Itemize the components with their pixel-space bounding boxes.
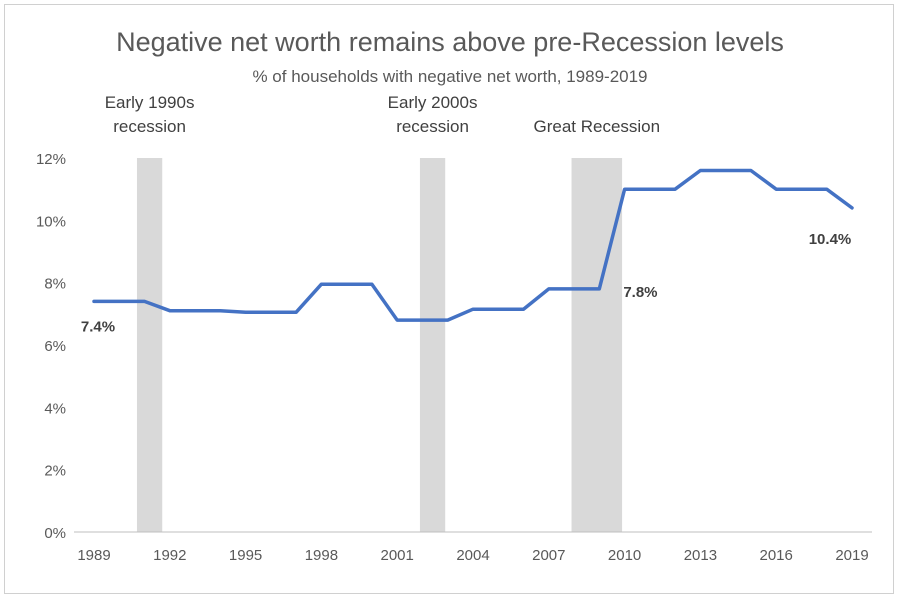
recession-band — [571, 158, 623, 532]
x-tick-label: 2016 — [760, 547, 793, 564]
y-tick-label: 6% — [44, 338, 66, 355]
series-line — [92, 168, 854, 322]
series-group — [92, 168, 854, 322]
y-tick-label: 12% — [36, 151, 66, 168]
recession-label: recession — [396, 117, 469, 136]
recession-band — [419, 158, 446, 532]
recession-labels: Early 1990s recession Early 2000s recession… — [105, 93, 660, 136]
x-tick-label: 2007 — [532, 547, 565, 564]
recession-band — [136, 158, 163, 532]
x-tick-label: 2019 — [835, 547, 868, 564]
x-tick-label: 1989 — [77, 547, 110, 564]
recession-label: Early 1990s — [105, 93, 195, 112]
data-label: 7.8% — [623, 284, 657, 301]
data-labels: 7.4% 7.8% 10.4% — [81, 231, 851, 336]
x-tick-label: 2010 — [608, 547, 641, 564]
chart-subtitle: % of households with negative net worth,… — [252, 67, 648, 86]
x-axis-ticks: 1989 1992 1995 1998 2001 2004 2007 2010 2013 2016… — [77, 547, 868, 564]
recession-label: Great Recession — [533, 117, 660, 136]
y-axis-ticks: 0% 2% 4% 6% 8% 10% 12% — [36, 151, 66, 542]
y-tick-label: 10% — [36, 213, 66, 230]
x-tick-label: 1995 — [229, 547, 262, 564]
chart-frame — [4, 4, 894, 594]
x-tick-label: 2013 — [684, 547, 717, 564]
recession-bands — [136, 158, 623, 532]
y-tick-label: 2% — [44, 463, 66, 480]
y-tick-label: 4% — [44, 400, 66, 417]
data-label: 7.4% — [81, 318, 115, 335]
x-tick-label: 1992 — [153, 547, 186, 564]
recession-label: recession — [113, 117, 186, 136]
recession-label: Early 2000s — [388, 93, 478, 112]
chart-title: Negative net worth remains above pre-Rec… — [116, 27, 784, 57]
y-tick-label: 8% — [44, 276, 66, 293]
y-tick-label: 0% — [44, 525, 66, 542]
x-tick-label: 2004 — [456, 547, 489, 564]
x-tick-label: 1998 — [305, 547, 338, 564]
x-tick-label: 2001 — [381, 547, 414, 564]
data-label: 10.4% — [809, 231, 852, 248]
